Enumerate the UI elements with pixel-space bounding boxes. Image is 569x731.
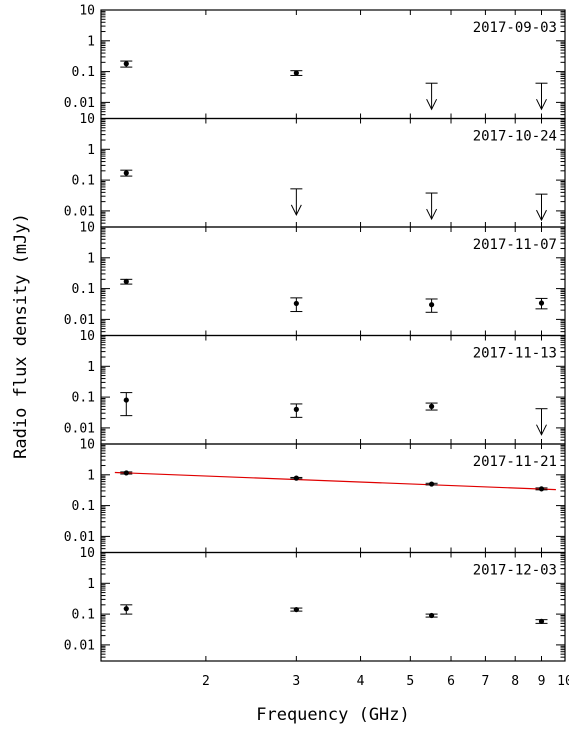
panel-2017-11-21: 0.01 0.1 1 10 2017-11-21	[64, 438, 566, 554]
panel-2017-12-03: 0.01 0.1 1 10 2017-12-03	[64, 546, 566, 662]
panel-2017-09-03: 0.01 0.1 1 10 2017-09-03	[64, 4, 566, 120]
data-point	[538, 618, 545, 624]
x-tick-label: 2	[202, 674, 210, 689]
x-axis: 2 3 4 5 6 7 8 9 10	[202, 674, 569, 689]
x-tick-label: 9	[538, 674, 546, 689]
y-tick-label: 1	[87, 360, 95, 375]
y-tick-label: 1	[87, 251, 95, 266]
x-tick-label: 10	[557, 674, 569, 689]
data-point	[123, 170, 129, 176]
y-tick-label: 10	[79, 221, 95, 236]
y-tick-label: 1	[87, 143, 95, 158]
upper-limit-arrowhead	[536, 209, 547, 222]
y-tick-label: 0.1	[72, 391, 95, 406]
y-tick-label: 0.1	[72, 65, 95, 80]
panel-frame	[100, 551, 566, 662]
y-tick-label: 1	[87, 577, 95, 592]
fit-line	[114, 471, 556, 491]
data-point	[293, 606, 299, 613]
x-axis-title: Frequency (GHz)	[256, 705, 410, 725]
y-tick-label: 1	[87, 34, 95, 49]
y-tick-label: 0.01	[64, 204, 95, 219]
upper-limit-arrowhead	[426, 98, 438, 111]
data-point	[123, 470, 129, 476]
x-tick-label: 5	[406, 674, 414, 689]
panel-2017-11-13: 0.01 0.1 1 10 2017-11-13	[64, 329, 566, 445]
data-point	[538, 300, 545, 306]
data-point	[538, 486, 545, 492]
y-tick-label: 0.1	[72, 174, 95, 189]
panel-date-label: 2017-10-24	[473, 129, 557, 145]
y-tick-label: 0.01	[64, 638, 95, 653]
y-tick-label: 10	[79, 438, 95, 453]
y-tick-label: 10	[79, 546, 95, 561]
y-tick-label: 10	[79, 4, 95, 19]
data-point	[293, 300, 299, 307]
y-tick-label: 0.1	[72, 282, 95, 297]
y-tick-label: 10	[79, 329, 95, 344]
panel-2017-10-24: 0.01 0.1 1 10 2017-10-24	[64, 112, 566, 228]
data-point	[123, 397, 129, 403]
panel-date-label: 2017-11-07	[473, 237, 557, 253]
y-tick-label: 1	[87, 468, 95, 483]
x-tick-label: 4	[357, 674, 365, 689]
y-tick-label: 10	[79, 112, 95, 127]
x-tick-label: 7	[481, 674, 489, 689]
panel-2017-11-07: 0.01 0.1 1 10 2017-11-07	[64, 221, 566, 337]
panel-date-label: 2017-11-21	[473, 454, 557, 470]
y-tick-label: 0.01	[64, 421, 95, 436]
upper-limit-arrowhead	[426, 208, 438, 221]
x-tick-label: 8	[511, 674, 519, 689]
x-tick-label: 3	[292, 674, 300, 689]
y-tick-label: 0.1	[72, 608, 95, 623]
data-point	[123, 606, 129, 612]
data-point	[123, 61, 129, 67]
data-point	[123, 278, 129, 285]
upper-limit-arrowhead	[290, 204, 302, 216]
y-tick-label: 0.1	[72, 499, 95, 514]
chart-panels: 0.01 0.1 1 10 2017-09-03 0.01 0.1 1 10 2017-10-24…	[64, 4, 566, 662]
data-point	[293, 475, 299, 481]
panel-date-label: 2017-09-03	[473, 20, 557, 36]
panel-date-label: 2017-12-03	[473, 563, 557, 579]
data-point	[429, 403, 435, 409]
upper-limit-arrowhead	[536, 98, 547, 111]
data-point	[429, 481, 435, 487]
panel-date-label: 2017-11-13	[473, 346, 557, 362]
y-axis-title: Radio flux density (mJy)	[11, 213, 31, 459]
upper-limit-arrowhead	[536, 424, 547, 436]
data-point	[293, 70, 299, 76]
y-tick-label: 0.01	[64, 530, 95, 545]
y-tick-label: 0.01	[64, 313, 95, 328]
data-point	[429, 302, 435, 308]
x-tick-label: 6	[447, 674, 455, 689]
data-point	[293, 406, 299, 412]
y-tick-label: 0.01	[64, 96, 95, 111]
data-point	[429, 612, 435, 619]
